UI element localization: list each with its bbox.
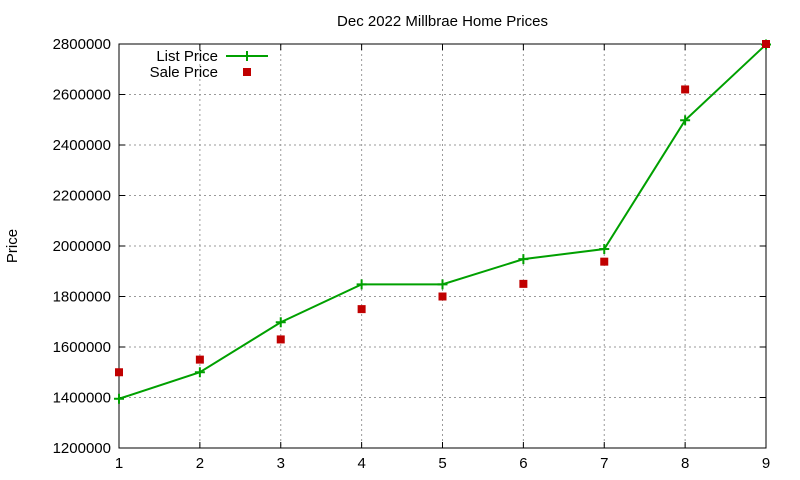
legend-label: Sale Price [150,64,218,81]
tick-layer: 1 2 3 4 5 6 7 8 9 1200000 1400000 1600000 1800000 200… [53,36,771,472]
data-point [356,279,367,290]
grid-layer [119,44,766,448]
data-point [762,40,770,48]
data-point [600,257,609,266]
data-point [115,368,123,377]
chart-title: Dec 2022 Millbrae Home Prices [337,13,548,30]
y-tick-label: 1600000 [53,339,111,356]
x-tick-label: 4 [357,455,365,472]
x-tick-label: 8 [681,455,689,472]
y-tick-label: 1800000 [53,289,111,306]
data-point [438,292,447,301]
series-list-price [114,39,771,404]
y-tick-label: 1200000 [53,440,111,457]
data-point [276,335,285,344]
data-point [194,367,205,378]
data-point [519,279,528,288]
data-point [275,317,286,328]
y-tick-label: 1400000 [53,390,111,407]
data-point [114,393,124,404]
data-point [681,85,690,94]
data-point [599,244,610,255]
x-tick-label: 3 [277,455,285,472]
data-point [680,115,691,126]
x-tick-label: 9 [762,455,770,472]
legend-marker [242,51,252,61]
y-tick-label: 2600000 [53,87,111,104]
y-tick-label: 2000000 [53,238,111,255]
y-tick-label: 2200000 [53,188,111,205]
y-tick-label: 2800000 [53,36,111,53]
data-point [357,305,366,314]
x-tick-label: 6 [519,455,527,472]
data-point [195,355,204,364]
x-tick-label: 7 [600,455,608,472]
series-sale-price [115,40,770,377]
series-layer [114,39,771,404]
data-point [518,254,529,265]
y-tick-label: 2400000 [53,137,111,154]
x-tick-label: 1 [115,455,123,472]
y-axis-label: Price [4,229,21,263]
x-tick-label: 5 [438,455,446,472]
data-point [437,279,448,290]
legend-label: List Price [156,48,218,65]
x-tick-label: 2 [196,455,204,472]
legend-marker [243,68,251,76]
